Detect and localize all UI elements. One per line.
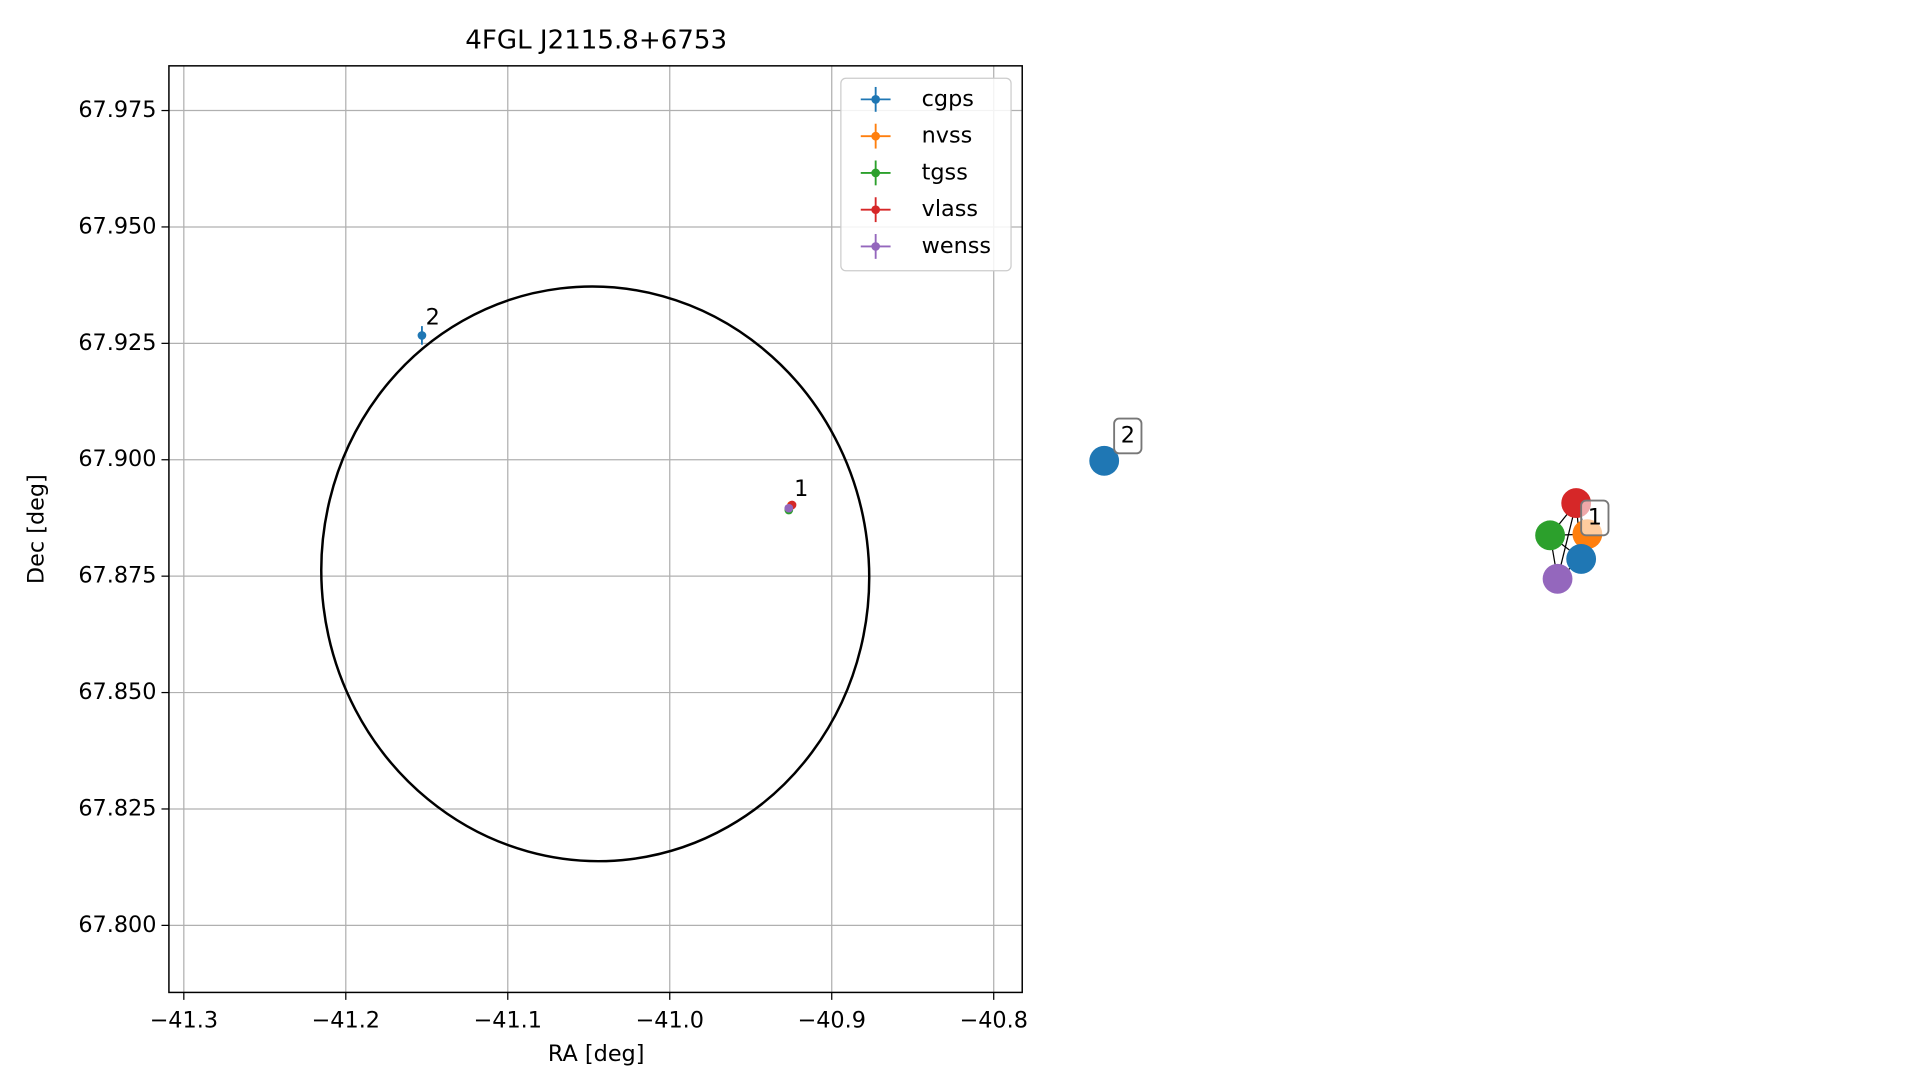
legend-label: nvss: [922, 123, 973, 149]
legend-label: tgss: [922, 159, 968, 185]
node-label-box: [1113, 417, 1143, 455]
annotation: 2: [426, 305, 440, 331]
graph-node: [1089, 445, 1120, 476]
y-tick-label: 67.800: [78, 912, 156, 938]
x-tick-label: −41.1: [474, 1007, 542, 1033]
chart-title: 4FGL J2115.8+6753: [465, 25, 727, 55]
localization-ellipse: [320, 285, 871, 863]
node-label-box: [1580, 499, 1610, 537]
data-point: [417, 331, 427, 340]
y-axis-label: Dec [deg]: [24, 474, 50, 584]
legend-marker: [871, 205, 881, 215]
legend-marker: [871, 242, 881, 251]
graph-node: [1535, 520, 1566, 551]
legend-item: tgss: [860, 159, 968, 185]
data-point: [784, 503, 794, 513]
legend-marker: [871, 131, 881, 141]
plot-frame: [168, 65, 1023, 994]
node-label: 1: [1588, 504, 1602, 530]
x-tick-label: −41.0: [636, 1007, 704, 1033]
legend: cgps nvss tgss vlass wenss: [840, 77, 1012, 272]
x-tick-label: −40.8: [959, 1007, 1027, 1033]
annotation: 1: [794, 476, 808, 502]
legend-marker: [871, 95, 881, 104]
legend-item: wenss: [860, 233, 991, 259]
y-tick-label: 67.925: [78, 330, 156, 356]
node-label: 2: [1121, 422, 1135, 448]
y-tick-label: 67.825: [78, 795, 156, 821]
legend-item: nvss: [860, 123, 973, 149]
legend-label: wenss: [922, 233, 991, 259]
graph-node: [1566, 544, 1597, 574]
x-tick-label: −41.3: [150, 1007, 218, 1033]
y-tick-label: 67.875: [78, 563, 156, 589]
x-axis-label: RA [deg]: [548, 1041, 645, 1067]
legend-label: cgps: [922, 86, 974, 112]
legend-item: cgps: [860, 86, 974, 112]
graph-node: [1542, 563, 1573, 594]
y-tick-label: 67.850: [78, 679, 156, 705]
legend-marker: [871, 168, 881, 178]
legend-item: vlass: [860, 196, 978, 222]
association-graph: 21: [1089, 417, 1610, 594]
legend-box: [840, 77, 1012, 272]
y-tick-label: 67.975: [78, 97, 156, 123]
y-tick-label: 67.900: [78, 446, 156, 472]
y-tick-label: 67.950: [78, 213, 156, 239]
x-tick-label: −40.9: [797, 1007, 865, 1033]
legend-label: vlass: [922, 196, 978, 222]
x-tick-label: −41.2: [312, 1007, 380, 1033]
